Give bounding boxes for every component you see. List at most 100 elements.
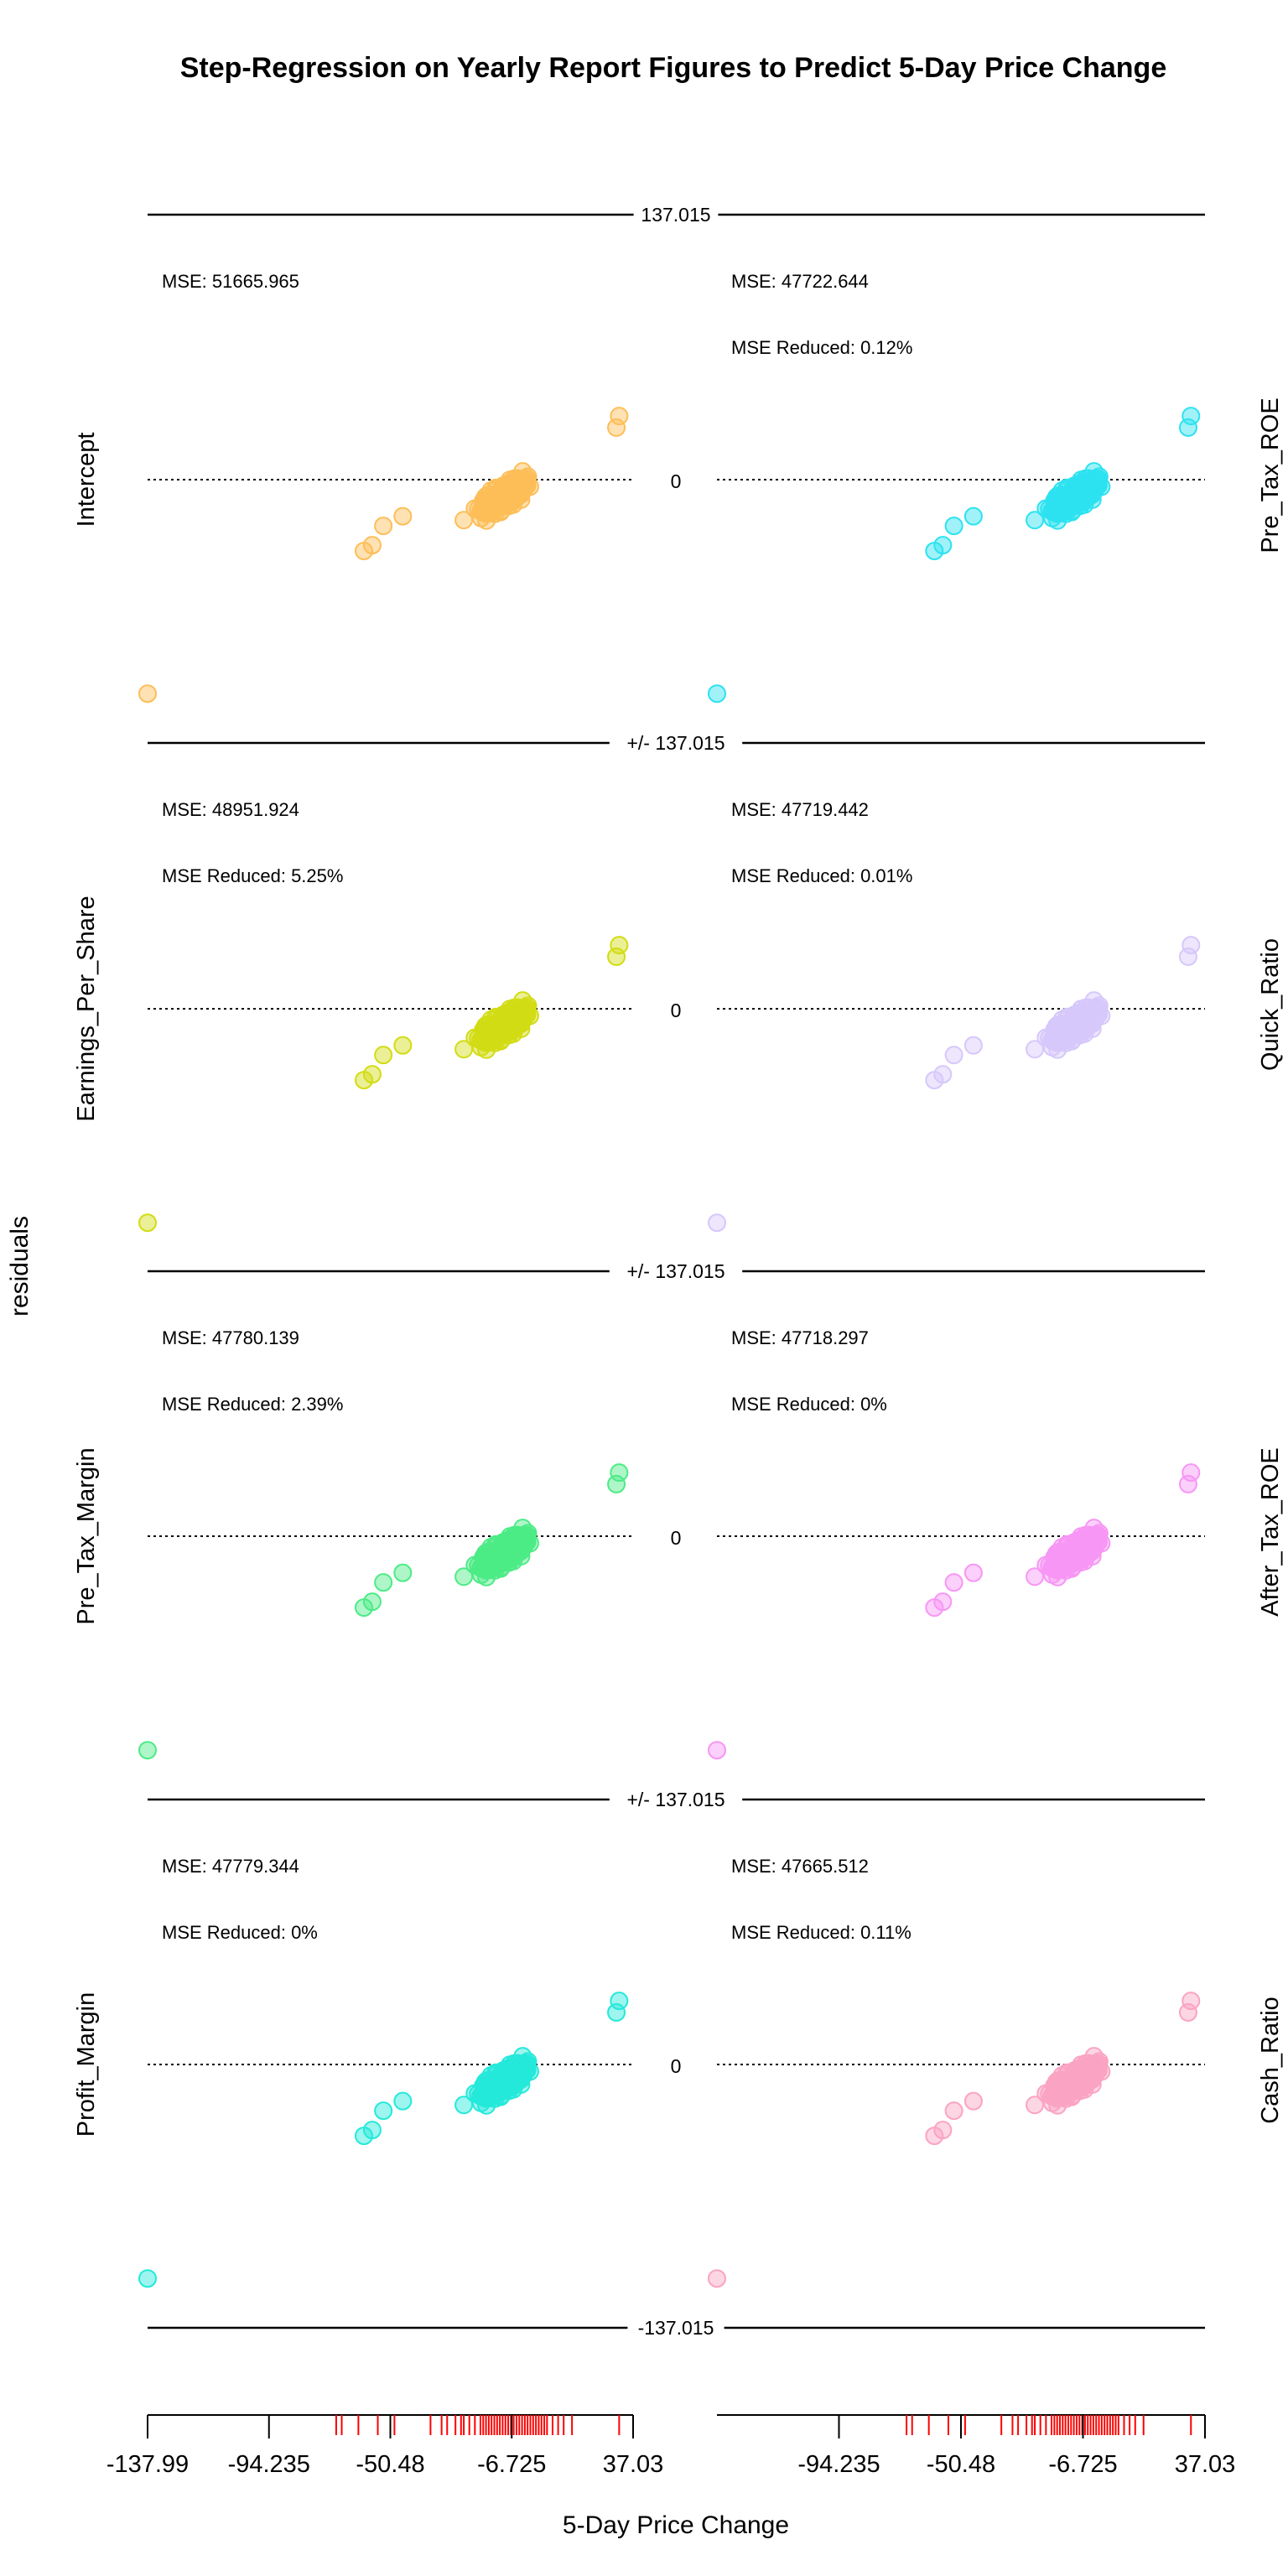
mse-reduced-label: MSE Reduced: 2.39% bbox=[162, 1394, 343, 1415]
data-point bbox=[1026, 511, 1045, 530]
rug bbox=[906, 2415, 1192, 2435]
data-point bbox=[476, 1548, 496, 1567]
tick-label: -94.235 bbox=[228, 2451, 310, 2478]
variable-label: Cash_Ratio bbox=[1257, 1997, 1284, 2124]
mse-label: MSE: 47665.512 bbox=[731, 1856, 869, 1877]
data-point bbox=[507, 469, 527, 488]
data-point bbox=[496, 1022, 516, 1041]
data-point bbox=[708, 1213, 726, 1233]
data-point bbox=[963, 506, 983, 526]
data-point bbox=[963, 1563, 983, 1582]
zero-label: 0 bbox=[671, 1000, 682, 1021]
points bbox=[708, 1463, 1201, 1760]
ref-line: 137.015 bbox=[148, 204, 1205, 226]
points bbox=[708, 407, 1201, 704]
data-point bbox=[1048, 511, 1067, 530]
rug bbox=[335, 2415, 621, 2435]
variable-label: Pre_Tax_ROE bbox=[1257, 397, 1284, 553]
data-point bbox=[507, 1525, 527, 1545]
variable-label: Quick_Ratio bbox=[1257, 938, 1284, 1071]
data-point bbox=[1079, 1525, 1098, 1545]
data-point bbox=[138, 1741, 157, 1760]
data-point bbox=[477, 1040, 496, 1059]
data-point bbox=[1182, 1992, 1201, 2011]
mse-reduced-label: MSE Reduced: 0.01% bbox=[731, 865, 912, 886]
mse-label: MSE: 47722.644 bbox=[731, 271, 869, 292]
data-point bbox=[963, 2091, 983, 2111]
tick-label: -137.99 bbox=[106, 2451, 189, 2478]
data-point bbox=[944, 1046, 963, 1065]
panel-intercept: MSE: 51665.965 Intercept 0 bbox=[73, 271, 681, 704]
data-point bbox=[393, 2091, 413, 2111]
variable-label: After_Tax_ROE bbox=[1257, 1447, 1284, 1616]
mse-label: MSE: 48951.924 bbox=[162, 799, 299, 820]
points bbox=[708, 1992, 1201, 2288]
data-point bbox=[610, 407, 629, 426]
ref-line-label: 137.015 bbox=[641, 204, 710, 226]
zero-label: 0 bbox=[671, 1527, 682, 1549]
data-point bbox=[944, 1573, 963, 1592]
data-point bbox=[374, 1046, 393, 1065]
tick-label: -6.725 bbox=[1048, 2451, 1117, 2478]
data-point bbox=[1178, 418, 1197, 437]
panel-cash-ratio: MSE: 47665.512 MSE Reduced: 0.11% Cash_Rat… bbox=[708, 1856, 1284, 2288]
ref-line: +/- 137.015 bbox=[148, 732, 1205, 754]
x-axis-left: -137.99 -94.235 -50.48 -6.725 37.03 bbox=[106, 2414, 663, 2478]
points bbox=[138, 1463, 629, 1760]
mse-reduced-label: MSE Reduced: 0.12% bbox=[731, 337, 912, 358]
mse-label: MSE: 47779.344 bbox=[162, 1856, 299, 1877]
variable-label: Profit_Margin bbox=[73, 1992, 100, 2137]
ref-line-label: +/- 137.015 bbox=[626, 1260, 724, 1282]
data-point bbox=[610, 1463, 629, 1483]
ref-line-label: +/- 137.015 bbox=[626, 732, 724, 754]
ref-line: +/- 137.015 bbox=[148, 1260, 1205, 1282]
variable-label: Earnings_Per_Share bbox=[73, 896, 100, 1121]
data-point bbox=[496, 493, 516, 512]
points bbox=[138, 1992, 629, 2288]
data-point bbox=[1047, 2076, 1067, 2096]
data-point bbox=[607, 418, 626, 437]
y-axis-label: residuals bbox=[6, 1216, 34, 1317]
data-point bbox=[1047, 1021, 1067, 1040]
data-point bbox=[362, 1592, 382, 1612]
data-point bbox=[393, 506, 413, 526]
data-point bbox=[708, 1741, 726, 1760]
data-point bbox=[476, 2076, 496, 2096]
data-point bbox=[477, 511, 496, 530]
zero-label: 0 bbox=[671, 2055, 682, 2077]
points bbox=[708, 936, 1201, 1233]
data-point bbox=[138, 2269, 157, 2288]
chart-title: Step-Regression on Yearly Report Figures… bbox=[180, 52, 1167, 84]
tick-label: -6.725 bbox=[477, 2451, 546, 2478]
data-point bbox=[933, 1065, 953, 1084]
data-point bbox=[933, 1592, 953, 1612]
data-point bbox=[138, 684, 157, 704]
data-point bbox=[393, 1036, 413, 1055]
variable-label: Pre_Tax_Margin bbox=[73, 1447, 100, 1624]
ref-line: -137.015 bbox=[148, 2317, 1205, 2339]
data-point bbox=[138, 1213, 157, 1233]
data-point bbox=[1079, 469, 1098, 488]
tick-label: -94.235 bbox=[797, 2451, 880, 2478]
data-point bbox=[933, 2121, 953, 2140]
panel-quick-ratio: MSE: 47719.442 MSE Reduced: 0.01% Quick_Ra… bbox=[708, 799, 1284, 1233]
data-point bbox=[362, 2121, 382, 2140]
mse-label: MSE: 51665.965 bbox=[162, 271, 299, 292]
mse-reduced-label: MSE Reduced: 0% bbox=[731, 1394, 887, 1415]
mse-label: MSE: 47780.139 bbox=[162, 1327, 299, 1348]
points bbox=[138, 407, 629, 704]
data-point bbox=[1182, 407, 1201, 426]
panel-profit-margin: MSE: 47779.344 MSE Reduced: 0% Profit_Marg… bbox=[73, 1856, 682, 2288]
mse-reduced-label: MSE Reduced: 5.25% bbox=[162, 865, 343, 886]
data-point bbox=[362, 1065, 382, 1084]
ref-line-label: -137.015 bbox=[638, 2317, 714, 2339]
data-point bbox=[476, 1021, 496, 1040]
tick-label: 37.03 bbox=[1175, 2451, 1236, 2478]
data-point bbox=[708, 684, 726, 704]
mse-label: MSE: 47718.297 bbox=[731, 1327, 869, 1348]
data-point bbox=[610, 1992, 629, 2011]
ref-line-label: +/- 137.015 bbox=[626, 1789, 724, 1810]
mse-reduced-label: MSE Reduced: 0% bbox=[162, 1922, 318, 1943]
